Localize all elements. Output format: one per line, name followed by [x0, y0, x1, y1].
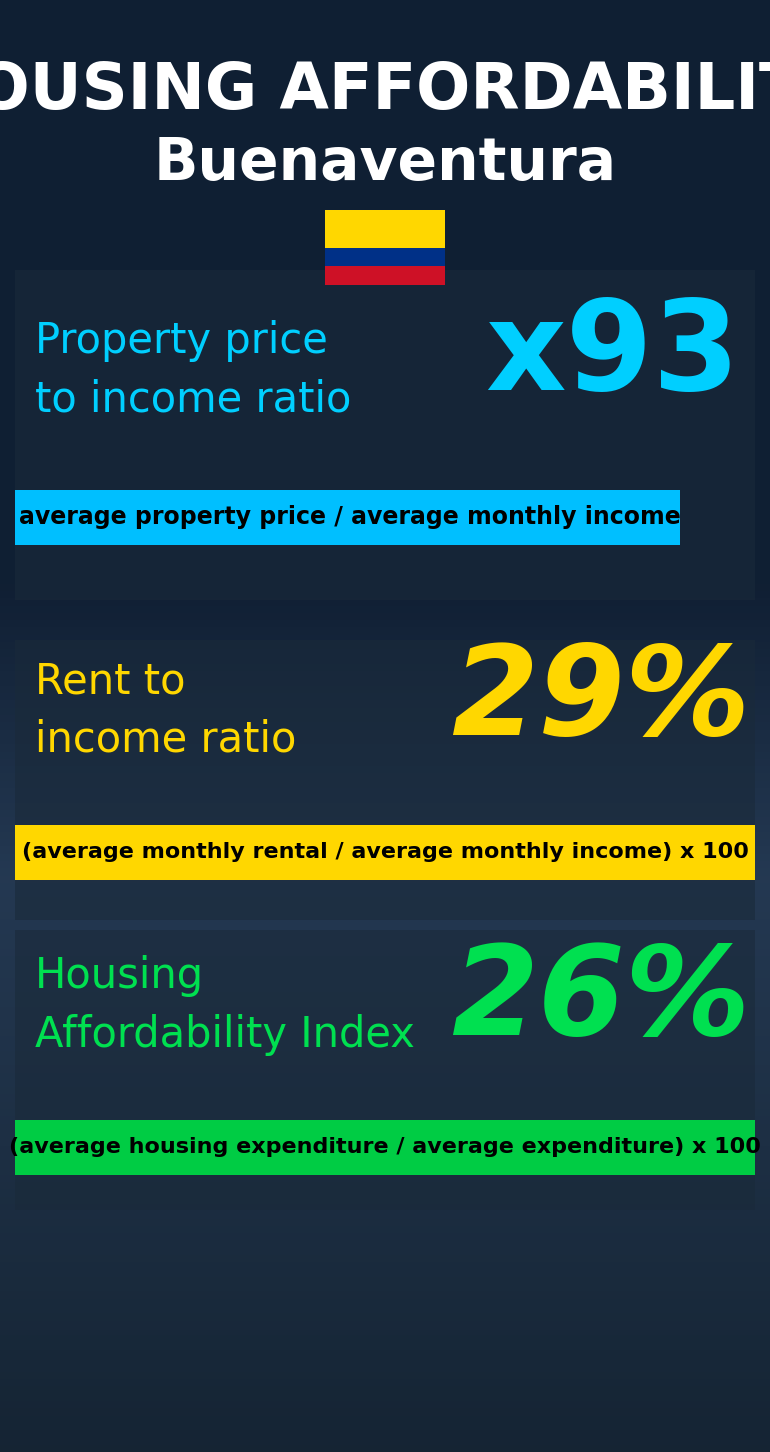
FancyBboxPatch shape — [15, 640, 755, 921]
Text: Housing
Affordability Index: Housing Affordability Index — [35, 955, 415, 1056]
FancyBboxPatch shape — [15, 825, 755, 880]
FancyBboxPatch shape — [15, 270, 755, 600]
FancyBboxPatch shape — [325, 266, 445, 285]
Text: 29%: 29% — [450, 640, 750, 761]
FancyBboxPatch shape — [15, 1119, 755, 1175]
Text: average property price / average monthly income: average property price / average monthly… — [19, 505, 681, 529]
Text: x93: x93 — [485, 295, 740, 417]
Text: Property price
to income ratio: Property price to income ratio — [35, 319, 351, 421]
FancyBboxPatch shape — [15, 489, 680, 544]
Text: (average monthly rental / average monthly income) x 100: (average monthly rental / average monthl… — [22, 842, 748, 862]
Text: Buenaventura: Buenaventura — [153, 135, 617, 192]
Text: Rent to
income ratio: Rent to income ratio — [35, 661, 296, 761]
Text: HOUSING AFFORDABILITY: HOUSING AFFORDABILITY — [0, 60, 770, 122]
FancyBboxPatch shape — [325, 211, 445, 247]
Text: 26%: 26% — [450, 939, 750, 1061]
FancyBboxPatch shape — [15, 929, 755, 1210]
FancyBboxPatch shape — [325, 247, 445, 266]
Text: (average housing expenditure / average expenditure) x 100: (average housing expenditure / average e… — [9, 1137, 761, 1157]
